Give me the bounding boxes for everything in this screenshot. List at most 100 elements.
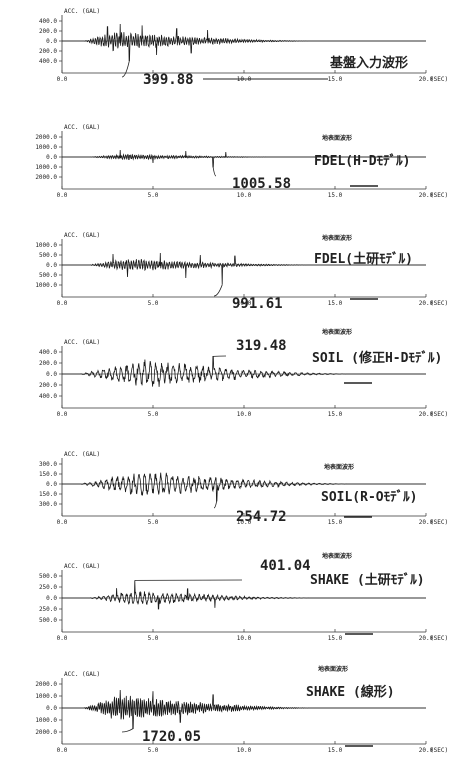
y-tick-label: 1000.0 bbox=[35, 717, 57, 724]
x-tick-label: 0.0 bbox=[57, 192, 68, 199]
y-tick-label: 200.0 bbox=[39, 48, 57, 55]
y-tick-label: 300.0 bbox=[39, 461, 57, 468]
y-tick-label: 300.0 bbox=[39, 501, 57, 508]
x-tick-label: 15.0 bbox=[328, 411, 343, 418]
y-tick-label: 400.0 bbox=[39, 349, 57, 356]
peak-value-label: 319.48 bbox=[236, 338, 287, 354]
x-tick-label: 10.0 bbox=[237, 747, 252, 754]
y-tick-label: 0.0 bbox=[46, 481, 57, 488]
x-tick-label: 15.0 bbox=[328, 519, 343, 526]
waveform-line bbox=[62, 580, 426, 610]
x-tick-label: 10.0 bbox=[237, 519, 252, 526]
x-tick-label: 5.0 bbox=[148, 519, 159, 526]
y-tick-label: 0.0 bbox=[46, 154, 57, 161]
y-tick-label: 500.0 bbox=[39, 573, 57, 580]
x-tick-label: 10.0 bbox=[237, 411, 252, 418]
y-axis-label: ACC. (GAL) bbox=[64, 232, 100, 239]
x-tick-label: 10.0 bbox=[237, 300, 252, 307]
x-tick-label: 20.0 bbox=[419, 747, 434, 754]
chart-panel-6: ACC. (GAL) 500.0 250.0 0.0 250.0 500.0 0.0 5.0 1… bbox=[39, 552, 448, 642]
y-tick-label: 200.0 bbox=[39, 360, 57, 367]
x-tick-label: 0.0 bbox=[57, 747, 68, 754]
y-tick-label: 0.0 bbox=[46, 262, 57, 269]
y-tick-label: 150.0 bbox=[39, 471, 57, 478]
peak-leader-line bbox=[213, 500, 218, 509]
x-tick-label: 20.0 bbox=[419, 76, 434, 83]
y-tick-label: 2000.0 bbox=[35, 681, 57, 688]
y-tick-label: 0.0 bbox=[46, 371, 57, 378]
waveform-line bbox=[62, 689, 426, 729]
peak-leader-line bbox=[212, 167, 217, 177]
x-tick-label: 5.0 bbox=[148, 192, 159, 199]
chart-panel-5: ACC. (GAL) 300.0 150.0 0.0 150.0 300.0 0.0 5.0 1… bbox=[39, 451, 448, 526]
y-tick-label: 2000.0 bbox=[35, 729, 57, 736]
chart-panel-4: ACC. (GAL) 400.0 200.0 0.0 200.0 400.0 0.0 5.0 1… bbox=[39, 328, 448, 418]
chart-title: SOIL(R-Oﾓﾃﾞﾙ) bbox=[321, 489, 417, 505]
x-tick-label: 10.0 bbox=[237, 76, 252, 83]
y-tick-label: 200.0 bbox=[39, 382, 57, 389]
waveform-line bbox=[62, 356, 426, 387]
chart-panel-1: ACC. (GAL) 400.0 200.0 0.0 200.0 400.0 0.0 5.0 1… bbox=[39, 8, 448, 88]
x-tick-label: 0.0 bbox=[57, 635, 68, 642]
y-tick-label: 250.0 bbox=[39, 584, 57, 591]
x-tick-label: 20.0 bbox=[419, 635, 434, 642]
y-axis-label: ACC. (GAL) bbox=[64, 451, 100, 458]
waveform-line bbox=[62, 23, 426, 61]
chart-subtitle: 地表面波形 bbox=[322, 552, 352, 560]
peak-leader-line bbox=[121, 60, 130, 78]
chart-panel-3: ACC. (GAL) 1000.0 500.0 0.0 500.0 1000.0 0.0 5.… bbox=[35, 232, 448, 312]
y-axis-label: ACC. (GAL) bbox=[64, 8, 100, 15]
x-tick-label: 5.0 bbox=[148, 300, 159, 307]
x-tick-label: 0.0 bbox=[57, 300, 68, 307]
x-tick-label: 0.0 bbox=[57, 76, 68, 83]
x-tick-label: 15.0 bbox=[328, 192, 343, 199]
x-axis-unit: (SEC) bbox=[430, 300, 448, 307]
waveform-line bbox=[62, 252, 426, 285]
y-tick-label: 150.0 bbox=[39, 491, 57, 498]
peak-value-label: 991.61 bbox=[232, 296, 283, 312]
peak-leader-line bbox=[121, 728, 134, 733]
y-tick-label: 250.0 bbox=[39, 606, 57, 613]
peak-value-label: 1720.05 bbox=[142, 729, 201, 745]
y-tick-label: 0.0 bbox=[46, 705, 57, 712]
waveform-line bbox=[62, 472, 426, 502]
y-axis-label: ACC. (GAL) bbox=[64, 671, 100, 678]
chart-title: FDEL(H-Dﾓﾃﾞﾙ) bbox=[314, 153, 410, 169]
y-tick-label: 500.0 bbox=[39, 252, 57, 259]
y-tick-label: 1000.0 bbox=[35, 282, 57, 289]
x-tick-label: 5.0 bbox=[148, 635, 159, 642]
y-tick-label: 0.0 bbox=[46, 595, 57, 602]
y-tick-label: 2000.0 bbox=[35, 174, 57, 181]
y-tick-label: 500.0 bbox=[39, 272, 57, 279]
y-axis-label: ACC. (GAL) bbox=[64, 339, 100, 346]
x-tick-label: 15.0 bbox=[328, 747, 343, 754]
chart-subtitle: 地表面波形 bbox=[322, 328, 352, 336]
x-tick-label: 0.0 bbox=[57, 411, 68, 418]
x-axis-unit: (SEC) bbox=[430, 747, 448, 754]
chart-title: SHAKE (土研ﾓﾃﾞﾙ) bbox=[310, 572, 425, 588]
y-tick-label: 400.0 bbox=[39, 393, 57, 400]
x-tick-label: 5.0 bbox=[148, 411, 159, 418]
peak-leader-line bbox=[213, 284, 223, 297]
x-axis-unit: (SEC) bbox=[430, 411, 448, 418]
peak-value-label: 254.72 bbox=[236, 509, 287, 525]
x-axis-unit: (SEC) bbox=[430, 76, 448, 83]
x-tick-label: 20.0 bbox=[419, 411, 434, 418]
x-tick-label: 20.0 bbox=[419, 519, 434, 526]
x-axis-unit: (SEC) bbox=[430, 192, 448, 199]
peak-value-label: 401.04 bbox=[260, 558, 311, 574]
y-axis-label: ACC. (GAL) bbox=[64, 124, 100, 131]
x-tick-label: 5.0 bbox=[148, 747, 159, 754]
y-axis-label: ACC. (GAL) bbox=[64, 563, 100, 570]
chart-title: SOIL (修正H-Dﾓﾃﾞﾙ) bbox=[312, 350, 442, 366]
chart-subtitle: 地表面波形 bbox=[322, 134, 352, 142]
y-tick-label: 1000.0 bbox=[35, 693, 57, 700]
chart-subtitle: 地表面波形 bbox=[318, 665, 348, 673]
chart-title: SHAKE (線形) bbox=[306, 684, 395, 700]
x-tick-label: 20.0 bbox=[419, 192, 434, 199]
chart-panel-2: ACC. (GAL) 2000.0 1000.0 0.0 1000.0 2000.0 0.0… bbox=[35, 124, 448, 199]
y-tick-label: 2000.0 bbox=[35, 134, 57, 141]
y-tick-label: 1000.0 bbox=[35, 144, 57, 151]
x-axis-unit: (SEC) bbox=[430, 519, 448, 526]
x-tick-label: 10.0 bbox=[237, 192, 252, 199]
